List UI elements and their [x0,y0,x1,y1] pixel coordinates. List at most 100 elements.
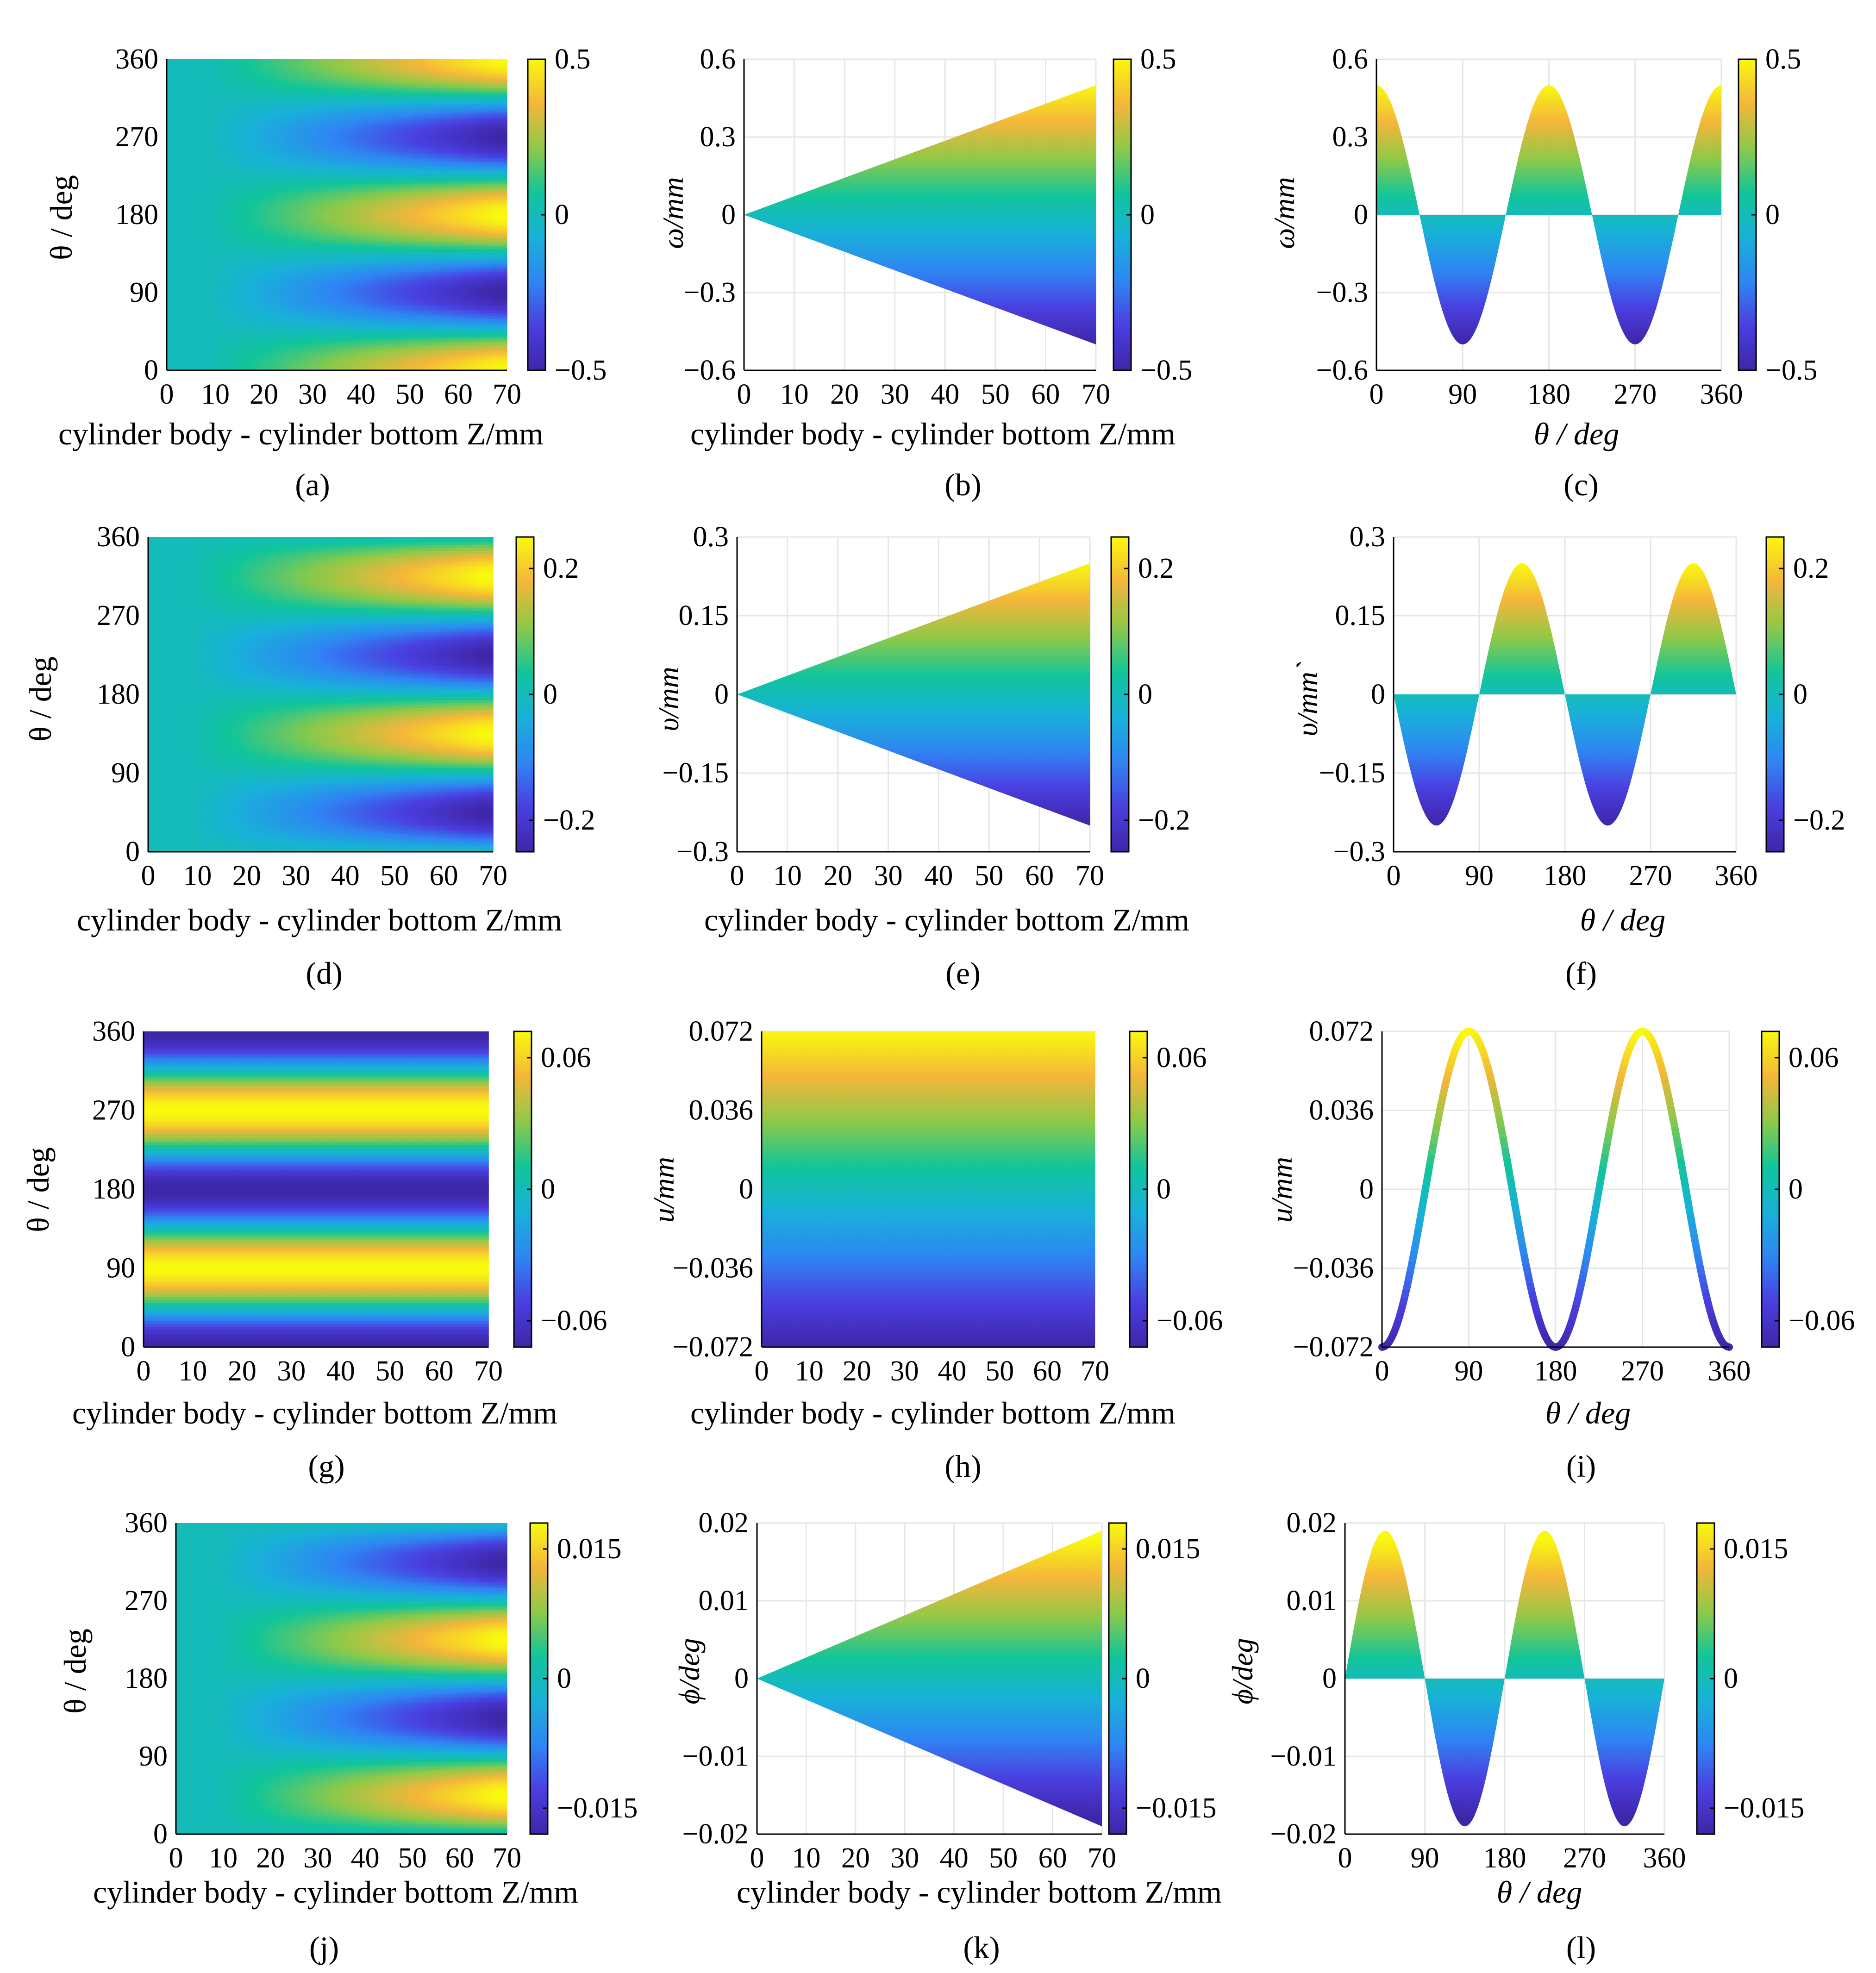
heatmap-cell [356,287,362,290]
heatmap-cell [201,176,206,179]
heatmap-cell [274,192,279,194]
heatmap-cell [250,186,255,189]
heatmap-cell [259,124,264,127]
heatmap-cell [176,249,181,251]
heatmap-cell [244,282,250,285]
heatmap-cell [186,223,191,225]
heatmap-cell [332,147,337,150]
heatmap-cell [351,342,356,344]
heatmap-cell [235,145,240,148]
heatmap-cell [318,116,323,119]
heatmap-cell [244,189,250,192]
heatmap-cell [167,339,172,342]
heatmap-cell [274,205,279,207]
heatmap-cell [283,93,288,96]
heatmap-cell [191,132,196,135]
heatmap-cell [264,98,269,101]
heatmap-cell [176,241,181,244]
heatmap-cell [250,352,255,355]
heatmap-cell [235,166,240,169]
heatmap-cell [240,77,245,80]
heatmap-cell [303,77,308,80]
heatmap-cell [274,324,279,326]
heatmap-cell [283,62,288,65]
heatmap-cell [259,303,264,306]
heatmap-cell [342,95,347,98]
heatmap-cell [254,59,259,62]
heatmap-cell [313,150,318,153]
heatmap-cell [186,176,191,179]
heatmap-cell [196,262,201,264]
heatmap-cell [327,241,332,244]
heatmap-cell [167,179,172,181]
heatmap-cell [250,313,255,316]
heatmap-cell [196,355,201,357]
heatmap-cell [283,106,288,109]
heatmap-cell [342,150,347,153]
heatmap-cell [264,280,269,282]
heatmap-cell [250,59,255,62]
heatmap-cell [351,69,356,72]
heatmap-cell [313,189,318,192]
heatmap-cell [318,62,323,65]
heatmap-cell [264,329,269,331]
heatmap-cell [342,155,347,158]
heatmap-cell [181,347,187,350]
heatmap-cell [176,215,181,218]
heatmap-cell [201,215,206,218]
heatmap-cell [283,339,288,342]
heatmap-cell [167,85,172,88]
heatmap-cell [264,202,269,205]
heatmap-cell [337,173,342,176]
heatmap-cell [318,256,323,259]
heatmap-cell [176,192,181,194]
heatmap-cell [244,277,250,280]
heatmap-cell [220,88,225,91]
heatmap-cell [264,215,269,218]
heatmap-cell [225,355,230,357]
heatmap-cell [191,181,196,184]
heatmap-cell [347,207,352,210]
heatmap-cell [206,275,211,277]
heatmap-cell [225,241,230,244]
heatmap-cell [259,225,264,228]
heatmap-cell [254,137,259,140]
heatmap-cell [220,259,225,262]
heatmap-cell [337,150,342,153]
heatmap-cell [269,246,274,249]
heatmap-cell [279,124,284,127]
heatmap-cell [206,285,211,287]
heatmap-cell [201,233,206,236]
heatmap-cell [235,215,240,218]
heatmap-cell [264,80,269,83]
heatmap-cell [322,350,327,352]
heatmap-cell [332,313,337,316]
heatmap-cell [264,228,269,231]
heatmap-cell [269,106,274,109]
heatmap-cell [269,218,274,220]
heatmap-cell [220,241,225,244]
heatmap-cell [172,192,177,194]
heatmap-cell [318,215,323,218]
heatmap-cell [240,267,245,269]
heatmap-cell [225,101,230,104]
heatmap-cell [303,111,308,114]
heatmap-cell [172,355,177,357]
heatmap-cell [351,324,356,326]
heatmap-cell [274,207,279,210]
heatmap-cell [283,287,288,290]
heatmap-cell [240,93,245,96]
heatmap-cell [313,121,318,124]
heatmap-cell [240,192,245,194]
heatmap-cell [250,285,255,287]
heatmap-cell [337,166,342,169]
heatmap-cell [313,238,318,241]
heatmap-cell [337,362,342,365]
heatmap-cell [235,111,240,114]
heatmap-cell [220,311,225,313]
heatmap-cell [342,275,347,277]
heatmap-cell [167,111,172,114]
heatmap-cell [308,207,313,210]
heatmap-cell [244,339,250,342]
heatmap-cell [244,311,250,313]
